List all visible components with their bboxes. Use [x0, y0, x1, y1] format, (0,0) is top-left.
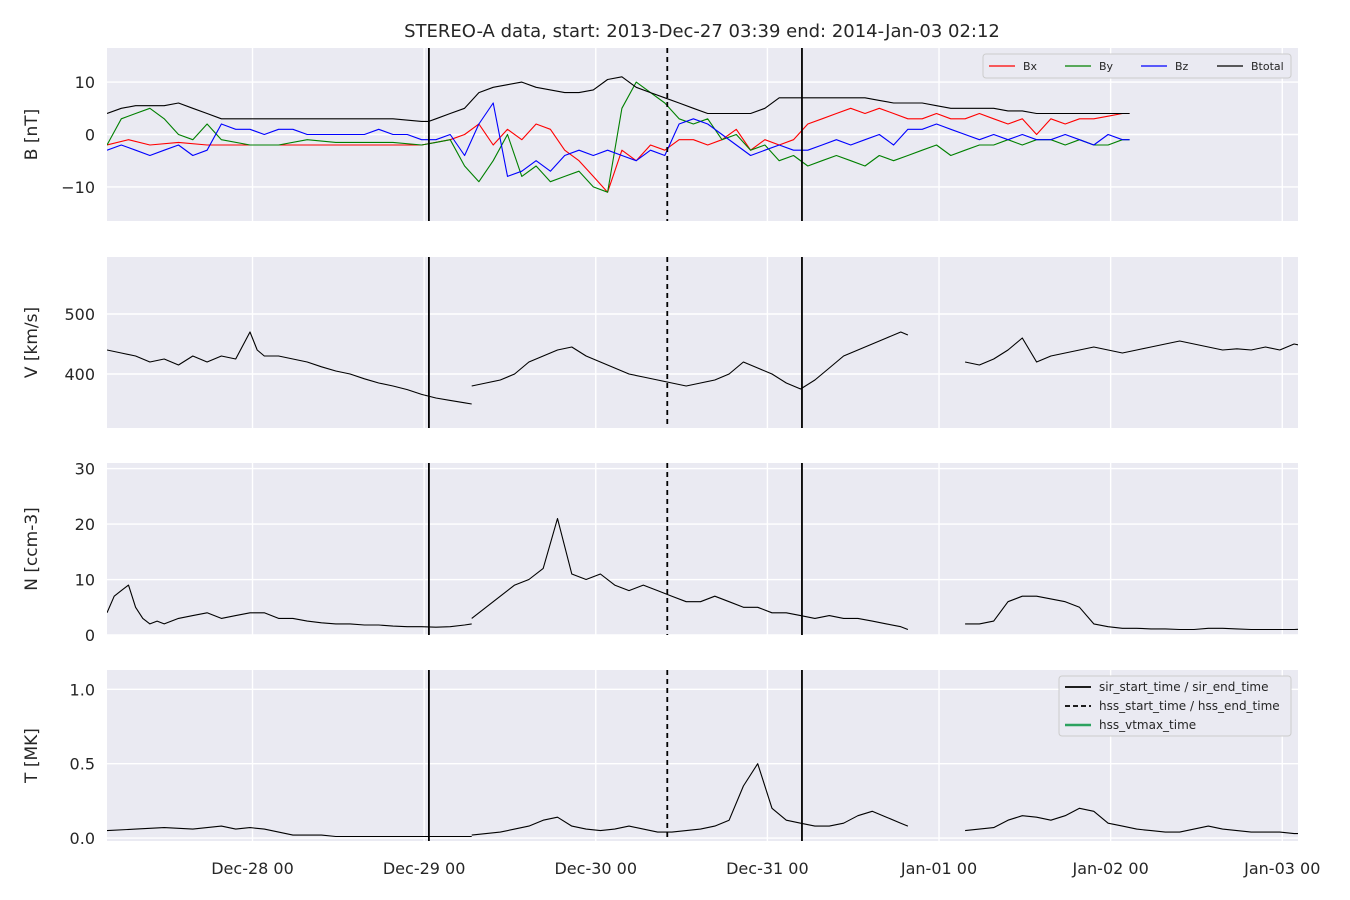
y-tick-label: 400: [64, 365, 95, 384]
x-tick-label: Jan-03 00: [1243, 859, 1320, 878]
y-tick-label: 20: [75, 515, 95, 534]
y-tick-label: −10: [61, 178, 95, 197]
series-line: [965, 807, 1298, 835]
panel-3: 0 10 20 30 N [ccm-3]: [22, 460, 1298, 645]
series-line: [965, 595, 1298, 631]
plot-background: [107, 463, 1298, 635]
panel-2: 400 500 V [km/s]: [22, 257, 1298, 428]
series-line-btotal: [107, 76, 1130, 122]
legend-label: By: [1099, 60, 1114, 73]
x-tick-labels: Dec-28 00 Dec-29 00 Dec-30 00 Dec-31 00 Jan-…: [211, 859, 1320, 878]
legend-box: [982, 53, 1292, 79]
y-tick-label: 1.0: [70, 680, 95, 699]
series-group: [107, 763, 1298, 838]
legend-label: Bz: [1175, 60, 1189, 73]
legend-label: sir_start_time / sir_end_time: [1099, 680, 1269, 694]
series-line: [107, 584, 472, 628]
figure-title: STEREO-A data, start: 2013-Dec-27 03:39 …: [404, 21, 1000, 42]
plot-background: [107, 257, 1298, 428]
legend-box: [1058, 675, 1292, 737]
legend-label: hss_vtmax_time: [1099, 718, 1196, 732]
x-tick-label: Dec-29 00: [383, 859, 466, 878]
y-tick-label: 0.5: [70, 755, 95, 774]
event-legend: sir_start_time / sir_end_time hss_start_t…: [1058, 675, 1292, 737]
y-axis-label: N [ccm-3]: [22, 507, 42, 591]
series-group: [107, 331, 1298, 405]
y-tick-label: 0: [85, 626, 95, 645]
legend-label: Btotal: [1251, 60, 1284, 73]
y-axis-label: B [nT]: [22, 109, 42, 161]
y-tick-label: 30: [75, 460, 95, 479]
series-line: [964, 337, 1298, 366]
series-line-bx: [107, 107, 1130, 193]
series-group: [107, 76, 1130, 193]
series-line: [107, 331, 472, 405]
x-tick-label: Dec-31 00: [726, 859, 809, 878]
panels: −10 0 10 B [nT] Bx By Bz Btotal 400 500 V [km/s] 0 1…: [22, 48, 1298, 848]
legend-label: Bx: [1023, 60, 1038, 73]
x-tick-label: Dec-30 00: [554, 859, 637, 878]
series-line: [107, 825, 472, 838]
y-tick-label: 10: [75, 571, 95, 590]
legend-label: hss_start_time / hss_end_time: [1099, 699, 1280, 713]
b-legend: Bx By Bz Btotal: [982, 53, 1292, 79]
y-tick-label: 500: [64, 305, 95, 324]
y-tick-label: 0: [85, 126, 95, 145]
y-axis-label: T [MK]: [22, 728, 42, 784]
series-line-by: [107, 81, 1130, 193]
y-tick-label: 0.0: [70, 829, 95, 848]
y-axis-label: V [km/s]: [22, 307, 42, 378]
x-tick-label: Jan-01 00: [900, 859, 977, 878]
series-line: [471, 331, 909, 390]
y-tick-label: 10: [75, 73, 95, 92]
x-tick-label: Jan-02 00: [1072, 859, 1149, 878]
panel-1: −10 0 10 B [nT] Bx By Bz Btotal: [22, 48, 1298, 221]
series-line: [471, 763, 909, 836]
x-tick-label: Dec-28 00: [211, 859, 294, 878]
series-group: [107, 517, 1298, 631]
series-line-bz: [107, 102, 1130, 177]
series-line: [471, 517, 909, 631]
panel-4: 0.0 0.5 1.0 T [MK] sir_start_time / sir_end_…: [22, 670, 1298, 848]
